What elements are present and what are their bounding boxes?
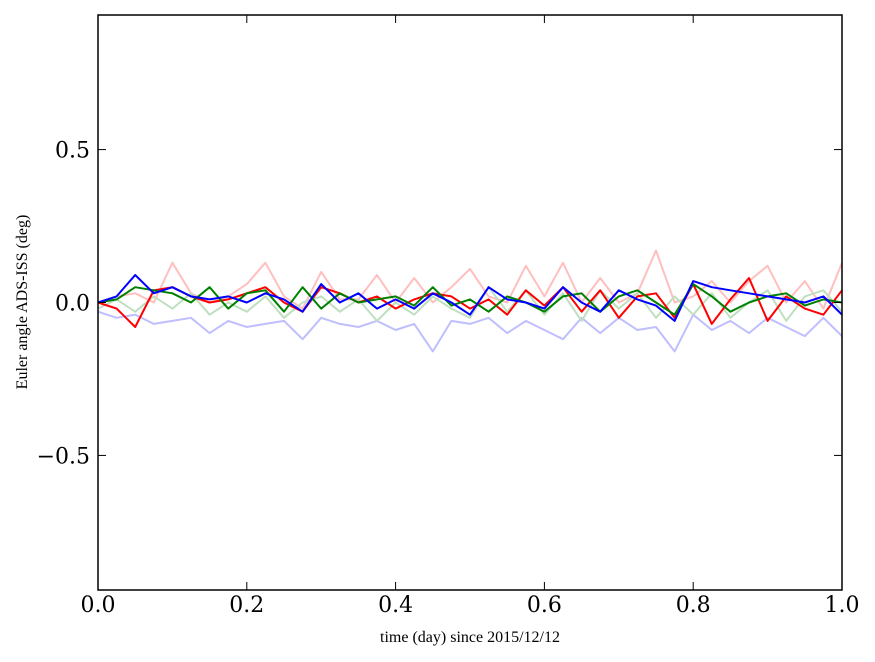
x-axis-label: time (day) since 2015/12/12 bbox=[380, 629, 560, 646]
series-layer bbox=[97, 249, 843, 353]
x-tick-label: 0.4 bbox=[378, 593, 413, 618]
series-line-4 bbox=[97, 283, 843, 316]
series-line-5 bbox=[97, 274, 843, 322]
plot-frame bbox=[97, 14, 843, 591]
x-tick-label: 0.6 bbox=[527, 593, 562, 618]
y-tick-label: 0.0 bbox=[55, 292, 90, 317]
x-tick-label: 0.2 bbox=[229, 593, 264, 618]
x-tick-label: 1.0 bbox=[825, 593, 860, 618]
y-axis-label: Euler angle ADS-ISS (deg) bbox=[14, 215, 31, 390]
y-tick-label: 0.5 bbox=[55, 139, 90, 164]
ticks-layer: 0.0 0.2 0.4 0.6 0.8 1.0 0.5 0.0 −0.5 bbox=[37, 15, 860, 618]
series-line-1 bbox=[97, 310, 843, 353]
x-tick-label: 0.0 bbox=[81, 593, 116, 618]
series-line-2 bbox=[97, 286, 843, 322]
y-tick-label: −0.5 bbox=[37, 444, 90, 469]
x-tick-label: 0.8 bbox=[676, 593, 711, 618]
